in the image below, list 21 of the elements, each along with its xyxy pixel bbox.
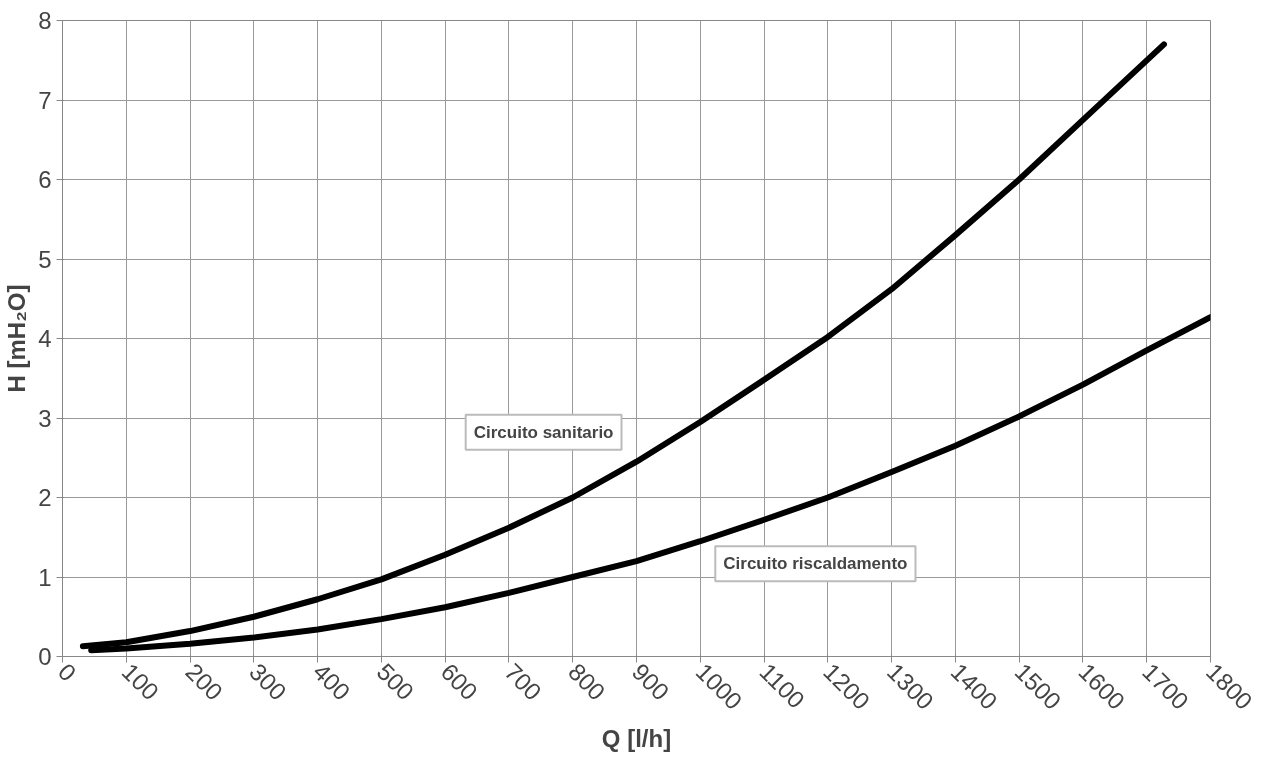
- x-tick-label: 400: [308, 657, 356, 706]
- y-tick-label: 7: [38, 86, 52, 114]
- x-tick-label: 900: [626, 657, 675, 706]
- series-label: Circuito sanitario: [473, 422, 614, 442]
- x-tick-label: 300: [244, 657, 292, 706]
- x-tick-label: 600: [435, 657, 484, 706]
- y-axis-title: H [mH₂O]: [3, 284, 31, 393]
- y-tick-label: 1: [38, 563, 52, 591]
- y-tick-label: 8: [38, 7, 52, 34]
- y-tick-label: 6: [38, 166, 52, 193]
- y-tick-label: 4: [38, 325, 52, 352]
- y-tick-label: 5: [38, 245, 52, 273]
- y-tick-label: 2: [38, 484, 52, 511]
- x-axis-title: Q [l/h]: [601, 725, 672, 753]
- x-tick-label: 100: [116, 657, 165, 706]
- x-tick-label: 700: [499, 657, 547, 706]
- series-label: Circuito riscaldamento: [723, 554, 908, 574]
- x-tick-label: 500: [371, 657, 420, 706]
- x-tick-label: 800: [563, 657, 611, 706]
- y-tick-label: 3: [38, 404, 52, 432]
- x-tick-label: 200: [180, 657, 228, 706]
